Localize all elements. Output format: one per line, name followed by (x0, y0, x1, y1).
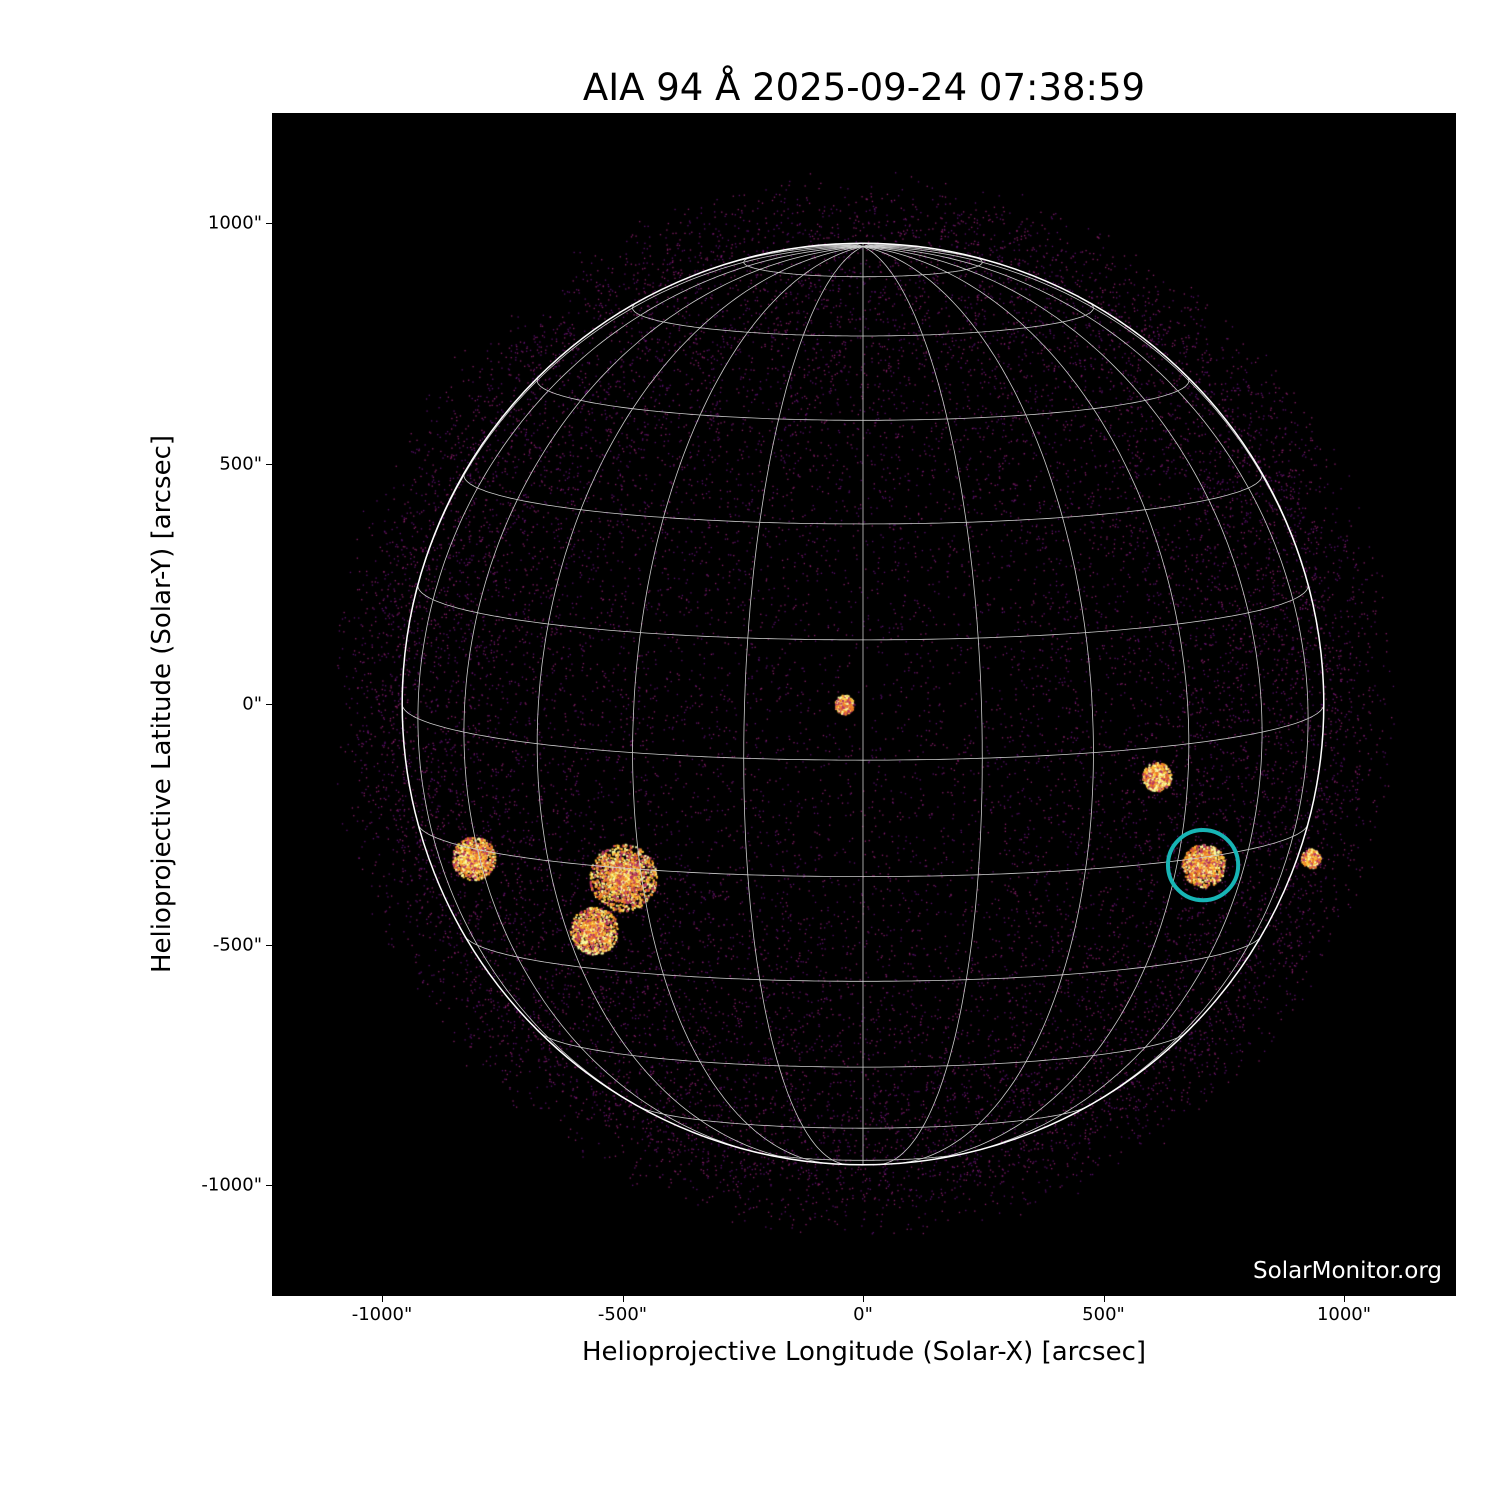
meridian-line (536, 246, 864, 1162)
plot-title: AIA 94 Å 2025-09-24 07:38:59 (582, 66, 1146, 109)
y-tick-label: 0" (242, 693, 262, 715)
y-axis-label: Helioprojective Latitude (Solar-Y) [arcs… (147, 434, 177, 974)
x-tick-mark (382, 1296, 383, 1302)
y-tick-mark (266, 1185, 272, 1186)
parallel-line (743, 255, 983, 278)
meridian-line (632, 246, 864, 1164)
meridian-line (862, 246, 1325, 705)
meridian-line (401, 246, 864, 705)
parallel-line (417, 824, 1309, 877)
meridian-line (862, 246, 1263, 1155)
y-tick-label: 500" (219, 453, 262, 474)
highlight-circle (1165, 828, 1241, 903)
meridian-line (862, 246, 1309, 1122)
watermark: SolarMonitor.org (1253, 1258, 1442, 1284)
meridian-line (862, 246, 1190, 1162)
parallel-line (465, 936, 1261, 982)
y-tick-mark (266, 944, 272, 946)
parallel-line (757, 1152, 969, 1161)
parallel-line (536, 375, 1190, 421)
x-tick-label: 500" (1082, 1304, 1125, 1325)
y-tick-mark (266, 223, 272, 224)
parallel-line (638, 1106, 1088, 1129)
x-tick-mark (863, 1296, 864, 1302)
y-tick-label: -1000" (201, 1174, 262, 1196)
y-tick-label: -500" (212, 934, 262, 955)
x-tick-label: -1000" (351, 1304, 413, 1325)
x-tick-label: 1000" (1316, 1304, 1372, 1325)
x-tick-mark (1344, 1296, 1345, 1302)
solar-disk-image (272, 113, 1456, 1296)
parallel-line (540, 1032, 1186, 1068)
meridian-line (862, 246, 1094, 1164)
solar-image: SolarMonitor.org (272, 113, 1456, 1296)
parallel-line (463, 471, 1263, 525)
x-axis-label: Helioprojective Longitude (Solar-X) [arc… (581, 1337, 1147, 1367)
x-tick-label: 0" (853, 1304, 873, 1325)
meridian-line (463, 246, 864, 1155)
meridian-line (417, 246, 864, 1122)
x-tick-label: -500" (597, 1304, 648, 1325)
parallel-line (632, 301, 1094, 337)
y-tick-mark (266, 704, 272, 705)
coordinate-grid (401, 242, 1325, 1166)
x-tick-mark (622, 1296, 624, 1302)
solar-limb (401, 242, 1325, 1166)
y-tick-label: 1000" (207, 212, 262, 234)
x-tick-mark (1103, 1296, 1105, 1302)
meridian-line (743, 246, 864, 1165)
y-tick-mark (266, 463, 272, 465)
parallel-line (417, 584, 1309, 641)
meridian-line (862, 246, 983, 1165)
parallel-line (401, 703, 1325, 761)
